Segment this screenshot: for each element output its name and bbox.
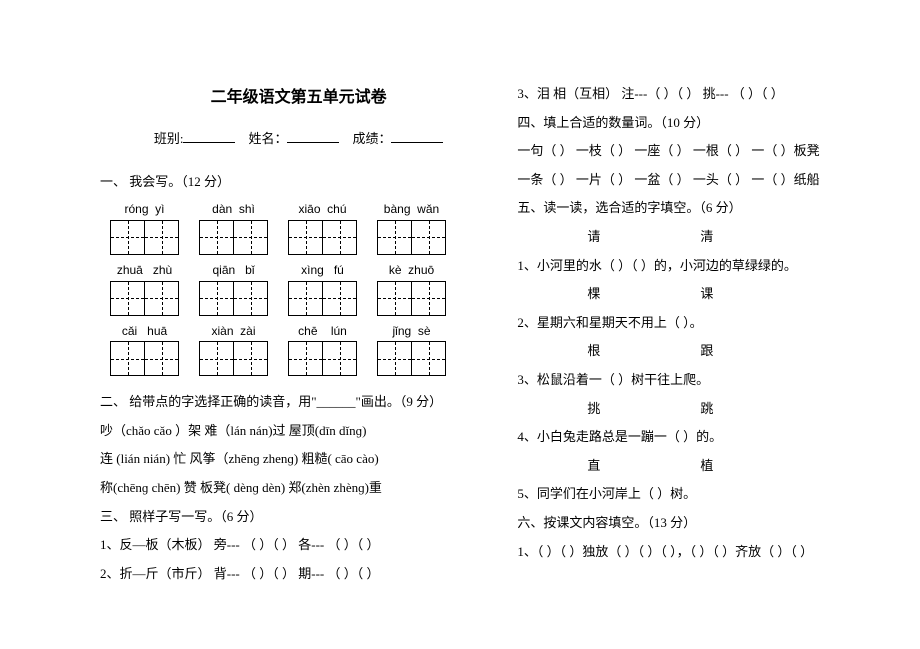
char-b: 跟 bbox=[700, 337, 713, 366]
section-6-heading: 六、按课文内容填空。（13 分） bbox=[517, 509, 865, 538]
q5-line: 3、松鼠沿着一（ ）树干往上爬。 bbox=[517, 366, 865, 395]
pinyin-label: dàn shì bbox=[212, 202, 255, 218]
pinyin-group: cǎi huā bbox=[110, 324, 179, 377]
tianzige-box[interactable] bbox=[110, 281, 179, 316]
q2-line: 连 (lián nián) 忙 风筝（zhēnɡ zhenɡ) 粗糙( cāo … bbox=[100, 445, 497, 474]
tianzige-box[interactable] bbox=[110, 220, 179, 255]
char-pair: 根跟 bbox=[517, 337, 865, 366]
q2-line: 吵（chǎo cǎo ）架 难（lán nán)过 屋顶(dīn dǐnɡ) bbox=[100, 417, 497, 446]
q6-line: 1、（ ）（ ）独放（ ）（ ）（ ），（ ）（ ）齐放（ ）（ ） bbox=[517, 538, 865, 567]
section-1-heading: 一、 我会写。（12 分） bbox=[100, 168, 497, 197]
pinyin-label: xiàn zài bbox=[211, 324, 255, 340]
tianzige-box[interactable] bbox=[377, 220, 446, 255]
char-b: 植 bbox=[700, 452, 713, 481]
char-pair: 请清 bbox=[517, 223, 865, 252]
tianzige-box[interactable] bbox=[377, 281, 446, 316]
pinyin-group: xiàn zài bbox=[199, 324, 268, 377]
q3-line: 2、折—斤（市斤） 背--- （ ）（ ） 期--- （ ）（ ） bbox=[100, 560, 497, 589]
pinyin-group: xìnɡ fú bbox=[288, 263, 357, 316]
tianzige-box[interactable] bbox=[199, 220, 268, 255]
pinyin-group: qiān bǐ bbox=[199, 263, 268, 316]
char-pair: 棵课 bbox=[517, 280, 865, 309]
section-4-heading: 四、填上合适的数量词。（10 分） bbox=[517, 109, 865, 138]
q3-line: 3、泪 相（互相） 注---（ ）（ ） 挑--- （ ）（ ） bbox=[517, 80, 865, 109]
tianzige-box[interactable] bbox=[199, 341, 268, 376]
tianzige-box[interactable] bbox=[288, 220, 357, 255]
name-label: 姓名： bbox=[248, 131, 287, 146]
char-a: 请 bbox=[587, 223, 600, 252]
tianzige-grid: rónɡ yì dàn shì xiāo chú bànɡ wǎn zhuā z… bbox=[110, 202, 497, 376]
section-5-heading: 五、读一读，选合适的字填空。（6 分） bbox=[517, 194, 865, 223]
q4-line: 一句（ ） 一枝（ ） 一座（ ） 一根（ ） 一（ ）板凳 bbox=[517, 137, 865, 166]
pinyin-label: xiāo chú bbox=[298, 202, 346, 218]
score-label: 成绩： bbox=[352, 131, 391, 146]
pinyin-group: zhuā zhù bbox=[110, 263, 179, 316]
name-blank[interactable] bbox=[287, 128, 339, 143]
char-pair: 直植 bbox=[517, 452, 865, 481]
section-3-heading: 三、 照样子写一写。（6 分） bbox=[100, 503, 497, 532]
pinyin-group: jǐnɡ sè bbox=[377, 324, 446, 377]
pinyin-label: rónɡ yì bbox=[124, 202, 164, 218]
pinyin-group: xiāo chú bbox=[288, 202, 357, 255]
tianzige-box[interactable] bbox=[110, 341, 179, 376]
pinyin-label: qiān bǐ bbox=[212, 263, 254, 279]
char-a: 棵 bbox=[587, 280, 600, 309]
class-blank[interactable] bbox=[183, 128, 235, 143]
q5-line: 4、小白兔走路总是一蹦一（ ）的。 bbox=[517, 423, 865, 452]
info-line: 班别: 姓名： 成绩： bbox=[100, 125, 497, 154]
pinyin-label: cǎi huā bbox=[122, 324, 167, 340]
q5-line: 5、同学们在小河岸上（ ）树。 bbox=[517, 480, 865, 509]
tianzige-box[interactable] bbox=[377, 341, 446, 376]
char-a: 直 bbox=[587, 452, 600, 481]
q5-line: 1、小河里的水（ ）（ ）的，小河边的草绿绿的。 bbox=[517, 252, 865, 281]
q2-line: 称(chēnɡ chēn) 赞 板凳( dènɡ dèn) 郑(zhèn zhè… bbox=[100, 474, 497, 503]
tianzige-box[interactable] bbox=[199, 281, 268, 316]
char-a: 挑 bbox=[587, 395, 600, 424]
score-blank[interactable] bbox=[391, 128, 443, 143]
pinyin-group: bànɡ wǎn bbox=[377, 202, 446, 255]
pinyin-group: rónɡ yì bbox=[110, 202, 179, 255]
pinyin-label: jǐnɡ sè bbox=[392, 324, 430, 340]
pinyin-label: zhuā zhù bbox=[117, 263, 172, 279]
q4-line: 一条（ ） 一片（ ） 一盆（ ） 一头（ ） 一（ ）纸船 bbox=[517, 166, 865, 195]
q3-line: 1、反—板（木板） 旁--- （ ）（ ） 各--- （ ）（ ） bbox=[100, 531, 497, 560]
pinyin-group: dàn shì bbox=[199, 202, 268, 255]
pinyin-label: xìnɡ fú bbox=[301, 263, 344, 279]
q5-line: 2、星期六和星期天不用上（ ）。 bbox=[517, 309, 865, 338]
section-2-heading: 二、 给带点的字选择正确的读音，用"______"画出。（9 分） bbox=[100, 388, 497, 417]
pinyin-group: chē lún bbox=[288, 324, 357, 377]
pinyin-label: kè zhuō bbox=[389, 263, 434, 279]
char-b: 课 bbox=[700, 280, 713, 309]
exam-title: 二年级语文第五单元试卷 bbox=[100, 80, 497, 115]
pinyin-label: bànɡ wǎn bbox=[384, 202, 439, 218]
char-pair: 挑跳 bbox=[517, 395, 865, 424]
char-b: 清 bbox=[700, 223, 713, 252]
pinyin-group: kè zhuō bbox=[377, 263, 446, 316]
pinyin-label: chē lún bbox=[298, 324, 347, 340]
char-a: 根 bbox=[587, 337, 600, 366]
tianzige-box[interactable] bbox=[288, 281, 357, 316]
char-b: 跳 bbox=[700, 395, 713, 424]
tianzige-box[interactable] bbox=[288, 341, 357, 376]
class-label: 班别: bbox=[154, 131, 184, 146]
